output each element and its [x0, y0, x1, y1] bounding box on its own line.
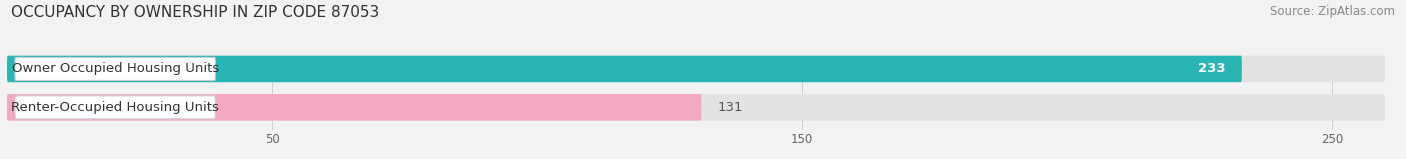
- FancyBboxPatch shape: [7, 94, 1385, 121]
- Text: 233: 233: [1198, 62, 1226, 76]
- FancyBboxPatch shape: [7, 56, 1241, 82]
- FancyBboxPatch shape: [7, 56, 1385, 82]
- FancyBboxPatch shape: [15, 57, 215, 80]
- FancyBboxPatch shape: [15, 96, 215, 119]
- Text: Renter-Occupied Housing Units: Renter-Occupied Housing Units: [11, 101, 219, 114]
- Text: Owner Occupied Housing Units: Owner Occupied Housing Units: [11, 62, 219, 76]
- Text: Source: ZipAtlas.com: Source: ZipAtlas.com: [1270, 5, 1395, 18]
- Text: OCCUPANCY BY OWNERSHIP IN ZIP CODE 87053: OCCUPANCY BY OWNERSHIP IN ZIP CODE 87053: [11, 5, 380, 20]
- Text: 131: 131: [717, 101, 742, 114]
- FancyBboxPatch shape: [7, 94, 702, 121]
